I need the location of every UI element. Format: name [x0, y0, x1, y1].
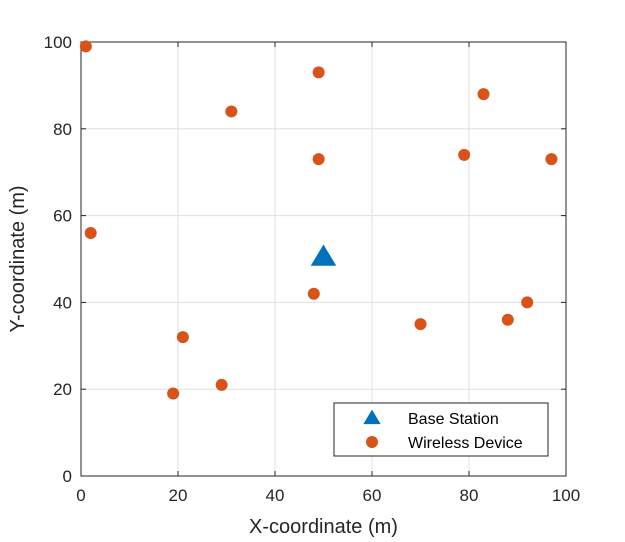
y-tick-label: 80 [53, 120, 72, 139]
y-tick-label: 20 [53, 380, 72, 399]
x-tick-label: 80 [460, 486, 479, 505]
x-tick-label: 40 [266, 486, 285, 505]
legend-label-wireless-device: Wireless Device [408, 435, 523, 452]
wireless-device-point [79, 40, 92, 53]
wireless-device-point [414, 318, 427, 331]
y-tick-label: 100 [44, 33, 72, 52]
wireless-device-point [176, 331, 189, 344]
wireless-device-point [545, 153, 558, 166]
wireless-device-point [312, 153, 325, 166]
legend-marker-wireless-device [366, 436, 378, 448]
wireless-device-point [307, 287, 320, 300]
wireless-device-point [501, 313, 514, 326]
legend-label-base-station: Base Station [408, 411, 499, 428]
wireless-device-point [458, 148, 471, 161]
base-station-point [310, 244, 337, 266]
wireless-device-point [225, 105, 238, 118]
x-axis-label: X-coordinate (m) [249, 516, 398, 538]
wireless-device-point [477, 88, 490, 101]
wireless-device-point [167, 387, 180, 400]
y-axis-label: Y-coordinate (m) [7, 185, 29, 332]
x-tick-label: 100 [552, 486, 580, 505]
wireless-device-point [521, 296, 534, 309]
data-marks [79, 40, 558, 400]
legend-marker-base-station [363, 409, 381, 425]
y-tick-label: 40 [53, 293, 72, 312]
plot-frame [80, 41, 567, 477]
x-tick-label: 60 [363, 486, 382, 505]
y-tick-label: 0 [63, 467, 72, 486]
x-tick-label: 20 [169, 486, 188, 505]
axis-ticks: 0 20 40 60 80 100 0 20 40 60 80 100 [44, 33, 581, 505]
legend: Base Station Wireless Device [333, 402, 549, 457]
x-tick-label: 0 [76, 486, 85, 505]
wireless-device-point [215, 378, 228, 391]
wireless-device-point [312, 66, 325, 79]
y-tick-label: 60 [53, 207, 72, 226]
wireless-device-point [84, 226, 97, 239]
